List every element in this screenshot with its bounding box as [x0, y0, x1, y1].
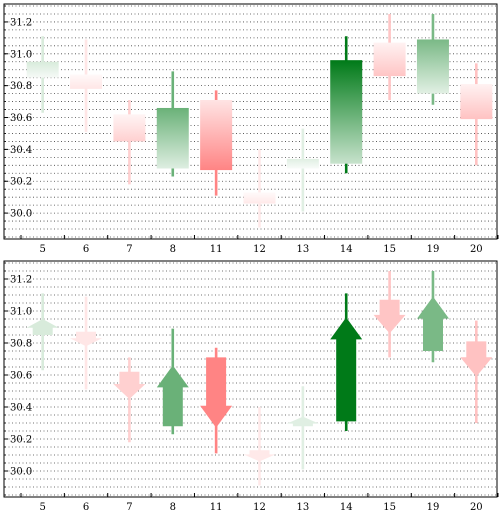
x-tick-label: 11	[210, 244, 223, 255]
y-tick-label: 30.8	[10, 81, 32, 92]
arrow-body	[286, 416, 319, 427]
y-tick-label: 30.0	[10, 209, 32, 220]
arrow-body	[460, 341, 493, 377]
arrow-body	[156, 365, 189, 427]
candle-body	[330, 60, 363, 164]
x-tick-label: 5	[39, 244, 45, 255]
top-candlestick-panel: 30.0 30.2 30.4 30.6 30.8 31.0 31.2 5 6 7 8 11 12 13 14…	[3, 3, 499, 255]
candle-body	[113, 114, 146, 142]
x-tick-label: 15	[383, 502, 396, 513]
x-tick-label: 20	[470, 502, 483, 513]
candle-body	[416, 39, 449, 94]
x-tick-label: 19	[427, 502, 440, 513]
arrow-body	[243, 450, 276, 462]
candle-body	[70, 74, 103, 89]
arrow-body	[200, 357, 233, 428]
x-tick-label: 6	[83, 244, 89, 255]
y-tick-label: 30.2	[10, 177, 32, 188]
x-tick-label: 14	[340, 502, 353, 513]
arrow-body	[113, 371, 146, 399]
y-tick-label: 30.8	[10, 339, 32, 350]
y-tick-label: 31.2	[10, 275, 32, 286]
x-tick-label: 6	[83, 502, 89, 513]
plot-frame	[3, 260, 498, 498]
y-tick-label: 31.0	[10, 307, 32, 318]
x-tick-label: 13	[296, 244, 309, 255]
candle-body	[156, 107, 189, 169]
candle-body	[200, 99, 233, 171]
bottom-arrow-panel: 30.0 30.2 30.4 30.6 30.8 31.0 31.2 5 6 7 8 11 12 13 14…	[3, 260, 499, 513]
arrow-body	[70, 331, 102, 347]
candle-body	[460, 84, 493, 120]
candle-body	[243, 192, 276, 204]
x-tick-label: 20	[470, 244, 483, 255]
x-tick-label: 12	[253, 244, 266, 255]
x-tick-label: 11	[210, 502, 223, 513]
candle-body	[26, 61, 59, 78]
plot-frame	[3, 3, 498, 240]
y-tick-label: 30.6	[10, 371, 32, 382]
arrow-body	[26, 319, 59, 335]
y-tick-label: 30.4	[10, 403, 32, 414]
candle-body	[373, 42, 406, 77]
x-tick-label: 7	[126, 244, 132, 255]
arrow-body	[330, 317, 363, 422]
candle-body	[286, 158, 319, 169]
x-tick-label: 7	[126, 502, 132, 513]
x-tick-label: 13	[296, 502, 309, 513]
x-tick-label: 12	[253, 502, 266, 513]
y-tick-label: 30.4	[10, 145, 32, 156]
x-tick-label: 15	[383, 244, 396, 255]
x-tick-label: 8	[170, 244, 176, 255]
x-tick-label: 5	[39, 502, 45, 513]
y-tick-label: 31.0	[10, 49, 32, 60]
y-tick-label: 31.2	[10, 17, 32, 28]
y-tick-label: 30.0	[10, 467, 32, 478]
arrow-body	[373, 299, 406, 334]
x-tick-label: 8	[170, 502, 176, 513]
x-tick-label: 19	[427, 244, 440, 255]
y-tick-label: 30.2	[10, 435, 32, 446]
y-tick-label: 30.6	[10, 113, 32, 124]
arrow-body	[417, 296, 449, 351]
x-tick-label: 14	[340, 244, 353, 255]
